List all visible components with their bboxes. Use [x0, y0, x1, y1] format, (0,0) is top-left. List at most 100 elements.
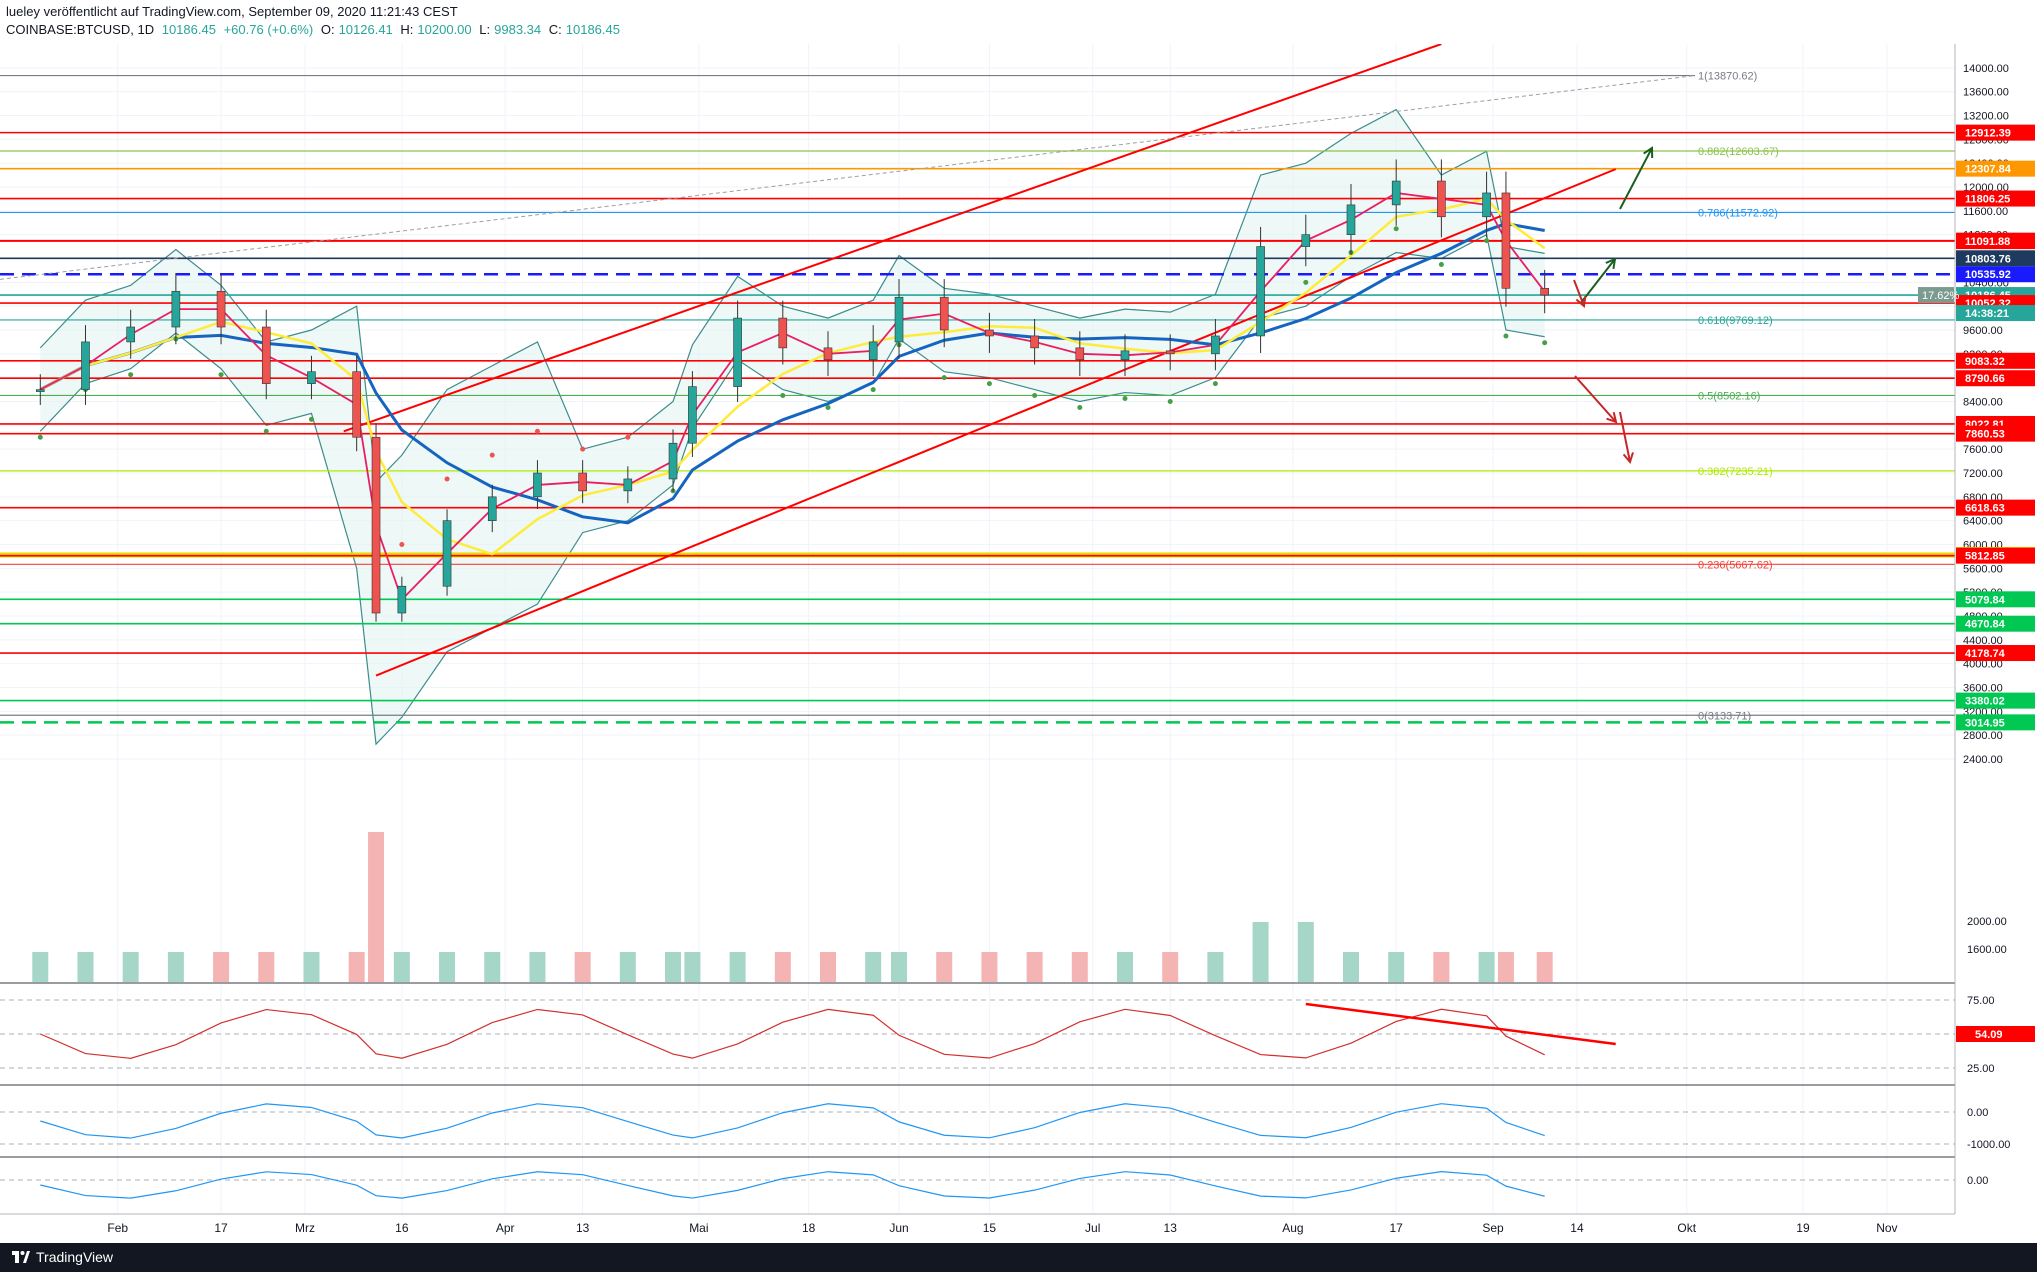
price-tick-label: 5600.00 [1963, 563, 2003, 575]
down-arrow-mid [1573, 279, 1585, 307]
candle-body [1030, 335, 1039, 349]
candle-body [261, 326, 271, 384]
candle-body [1501, 192, 1511, 289]
level-label-bg [1956, 352, 2035, 369]
supertrend-dot [1303, 279, 1309, 285]
volume-bar [1207, 952, 1224, 982]
candle-body [397, 585, 407, 614]
high-label: H: [400, 22, 414, 37]
indicator-line [40, 1171, 1545, 1199]
volume-bar [1297, 922, 1314, 982]
volume-bar [1117, 952, 1134, 982]
volume-bar [865, 952, 882, 982]
candle-body [442, 520, 452, 587]
supertrend-dot [1438, 261, 1444, 267]
candle-body [1120, 350, 1130, 361]
price-axis[interactable]: 14000.0013600.0013200.0012800.0012400.00… [1918, 44, 2037, 1243]
bollinger-lower-line [39, 233, 1545, 746]
price-chart[interactable]: 1(13870.62) 0.882(12603.67) 0.786(11572.92… [0, 44, 2037, 1243]
level-label-bg [1956, 250, 2035, 267]
price-tick-label: 14000.00 [1963, 63, 2009, 75]
time-tick-label: Jun [889, 1221, 908, 1235]
volume-bar [1497, 952, 1514, 982]
price-tick-label: 4400.00 [1963, 635, 2003, 647]
time-tick-label: 15 [983, 1221, 997, 1235]
fib-label: 0.5(8502.16) [1698, 390, 1760, 402]
pane-tick-label: -1000.00 [1967, 1139, 2010, 1151]
candle-body [1256, 246, 1265, 337]
symbol-legend[interactable]: COINBASE:BTCUSD, 1D 10186.45 +60.76 (+0.… [6, 22, 624, 37]
candle-body [171, 290, 181, 328]
open-label: O: [320, 22, 335, 37]
level-label: 11806.25 [1965, 194, 2010, 206]
rsi-value-bg [1956, 1026, 2035, 1042]
down-arrow-mid-head [1575, 295, 1587, 308]
price-change: +60.76 (+0.6%) [223, 22, 314, 37]
price-tick-label: 11600.00 [1963, 206, 2008, 218]
supertrend-dot [1212, 381, 1218, 387]
volume-bars [32, 832, 1553, 982]
last-price: 10186.45 [161, 22, 216, 37]
time-axis[interactable]: Feb 17 Mrz 16 Apr 13 Mai 18 Jun 15 Jul 13 Aug 17 Sep 14… [0, 1213, 1955, 1243]
volume-bar [981, 952, 998, 982]
level-label-bg [1956, 615, 2035, 632]
price-tick-label: 13600.00 [1963, 87, 2009, 99]
volume-bar [529, 952, 546, 982]
volume-bar [1536, 952, 1553, 982]
volume-bar [484, 952, 501, 982]
candle-body [939, 296, 949, 331]
time-tick-label: 16 [395, 1221, 409, 1235]
supertrend-dot [1393, 226, 1399, 232]
supertrend-dot [941, 375, 947, 381]
ma-50-line [39, 197, 1546, 556]
countdown-bg [1956, 305, 2035, 322]
level-label: 3014.95 [1965, 717, 2005, 729]
supertrend-dot [1167, 399, 1173, 404]
percent-label: 17.62% [1922, 290, 1960, 302]
symbol-name[interactable]: COINBASE:BTCUSD, 1D [6, 22, 155, 37]
chart-background [0, 44, 2037, 1243]
fib-label: 1(13870.62) [1698, 71, 1757, 83]
time-tick-label: Feb [107, 1221, 128, 1235]
level-label: 6618.63 [1965, 503, 2005, 515]
dotted-trendline [0, 75, 1696, 280]
supertrend-dot [1122, 396, 1128, 402]
low-value: 9983.34 [494, 22, 542, 37]
open-value: 10126.41 [338, 22, 393, 37]
level-label: 3380.02 [1965, 696, 2005, 708]
fib-label: 0.382(7235.21) [1698, 466, 1773, 478]
candle-body [216, 290, 226, 328]
price-tick-label: 3600.00 [1963, 683, 2003, 695]
fib-label: 0.236(5667.62) [1698, 559, 1773, 571]
volume-bar [1342, 952, 1359, 982]
price-tick-label: 4000.00 [1963, 659, 2003, 671]
level-label-bg [1956, 124, 2035, 141]
fib-label: 0.618(9769.12) [1698, 315, 1773, 327]
candle-body [733, 317, 742, 387]
supertrend-dot [1032, 393, 1038, 399]
upper-trendline [343, 44, 1442, 433]
fib-labels: 1(13870.62) 0.882(12603.67) 0.786(11572.92… [1698, 71, 1779, 723]
candle-body [35, 389, 45, 392]
supertrend-dot [825, 404, 831, 410]
candle-body [1437, 180, 1446, 218]
time-tick-label: 14 [1570, 1221, 1584, 1235]
volume-bar [774, 952, 791, 982]
candle-body [868, 341, 878, 361]
volume-bar [368, 832, 385, 982]
supertrend-dot [1484, 238, 1490, 244]
close-value: 10186.45 [565, 22, 620, 37]
horizontal-levels [0, 74, 1955, 724]
volume-bar [574, 952, 591, 982]
supertrend-dot [399, 542, 405, 547]
level-label: 10535.92 [1965, 269, 2011, 281]
indicator-line [40, 1103, 1545, 1139]
volume-bar [1478, 952, 1495, 982]
pane-tick-label: 75.00 [1967, 995, 1995, 1007]
volume-tick-label: 1600.00 [1967, 944, 2007, 956]
time-tick-label: 18 [802, 1221, 816, 1235]
volume-bar [1162, 952, 1179, 982]
level-label: 7860.53 [1965, 429, 2005, 441]
level-label-bg [1956, 499, 2035, 516]
candle-body [533, 472, 542, 498]
